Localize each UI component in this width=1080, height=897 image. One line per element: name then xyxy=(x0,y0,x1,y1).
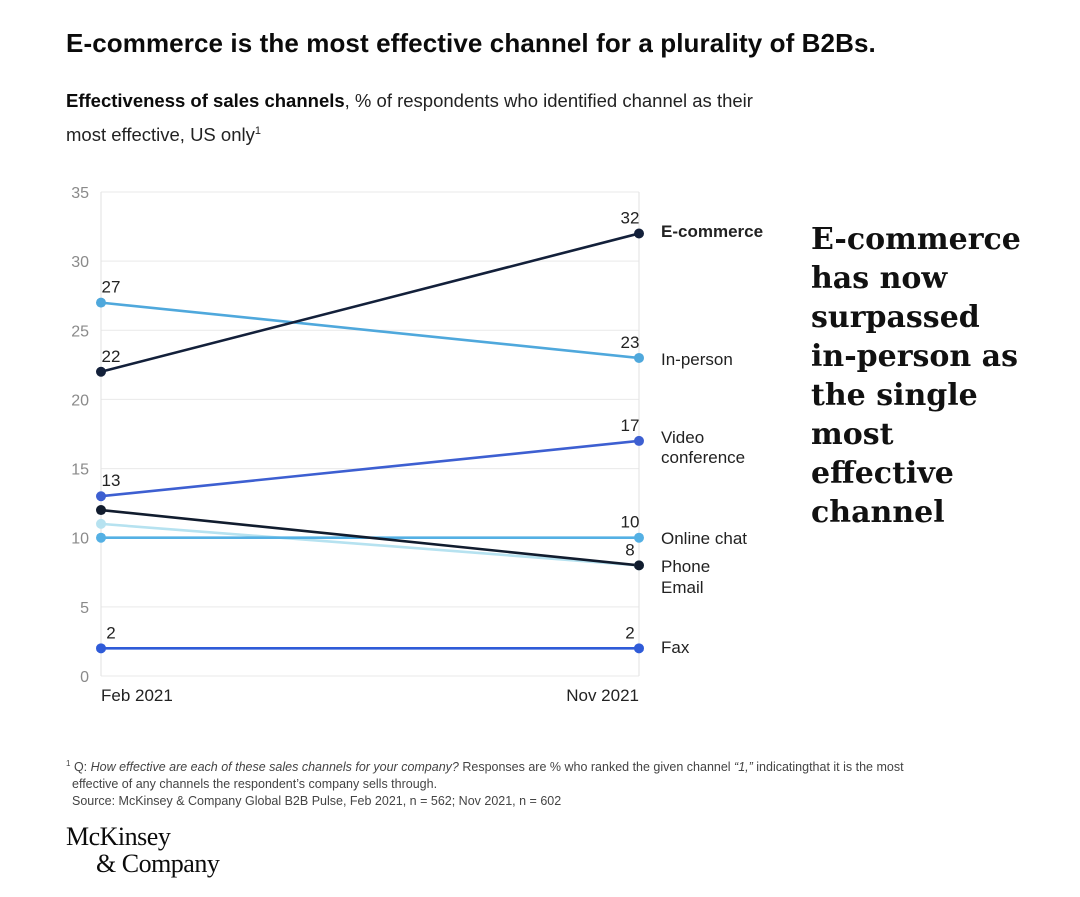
data-point xyxy=(96,505,106,516)
data-point xyxy=(634,532,644,543)
data-label: 13 xyxy=(102,471,121,490)
logo-line2: & Company xyxy=(96,849,220,878)
data-label: 8 xyxy=(625,540,634,559)
footnote-marker: 1 xyxy=(66,759,71,768)
footnote-responses: Responses are % who ranked the given cha… xyxy=(458,760,735,775)
footnote-line2: effective of any channels the respondent… xyxy=(72,777,438,792)
y-tick-label: 30 xyxy=(71,254,89,271)
series-line xyxy=(100,522,640,567)
data-point xyxy=(96,491,106,502)
footnote-question: How effective are each of these sales ch… xyxy=(90,760,459,775)
x-tick-label: Feb 2021 xyxy=(101,686,173,705)
callout-line: surpassed xyxy=(811,300,980,335)
data-label: 17 xyxy=(621,416,640,435)
y-tick-label: 0 xyxy=(80,669,89,686)
series-label: Phone xyxy=(661,557,710,576)
data-point xyxy=(96,366,106,377)
subtitle-rest: , % of respondents who identified channe… xyxy=(344,90,753,111)
series-label: Online chat xyxy=(661,529,747,548)
callout-line: in-person as xyxy=(811,339,1019,374)
subtitle-footnote-marker: 1 xyxy=(254,125,261,137)
y-tick-label: 20 xyxy=(71,392,89,409)
data-point xyxy=(634,435,644,446)
series-line xyxy=(100,508,640,567)
y-tick-label: 35 xyxy=(71,185,89,202)
data-point xyxy=(96,297,106,308)
data-point xyxy=(634,352,644,363)
callout-line: effective xyxy=(811,456,954,491)
subtitle-bold: Effectiveness of sales channels xyxy=(66,90,345,111)
subtitle-line2: most effective, US only xyxy=(66,124,255,146)
footnote-source: Source: McKinsey & Company Global B2B Pu… xyxy=(72,794,562,809)
data-point xyxy=(634,560,644,571)
callout-line: E-commerce xyxy=(811,222,1021,257)
data-label: 23 xyxy=(621,333,640,352)
data-label: 2 xyxy=(106,623,115,642)
series-label: E-commerce xyxy=(661,222,763,241)
mckinsey-logo: McKinsey & Company xyxy=(66,822,220,878)
data-label: 22 xyxy=(102,347,121,366)
series-label: In-person xyxy=(661,350,733,369)
series-label: Fax xyxy=(661,638,690,657)
data-label: 32 xyxy=(621,208,640,227)
data-point xyxy=(634,643,644,654)
chart-title: E-commerce is the most effective channel… xyxy=(66,28,876,58)
data-label: 2 xyxy=(625,623,634,642)
series-line xyxy=(100,439,640,498)
x-tick-label: Nov 2021 xyxy=(566,686,639,705)
data-label: 27 xyxy=(102,278,121,297)
data-point xyxy=(634,228,644,239)
chart-subtitle: Effectiveness of sales channels, % of re… xyxy=(66,85,826,150)
series-label: conference xyxy=(661,448,745,467)
data-point xyxy=(96,643,106,654)
series-line xyxy=(100,232,640,374)
logo-line1: McKinsey xyxy=(66,822,171,851)
footnote: 1 Q: How effective are each of these sal… xyxy=(66,755,1026,810)
y-tick-label: 10 xyxy=(71,531,89,548)
data-label: 10 xyxy=(621,513,640,532)
callout-line: channel xyxy=(811,495,945,530)
series-label: Video xyxy=(661,428,704,447)
callout-line: has now xyxy=(811,261,948,296)
y-tick-label: 5 xyxy=(80,600,89,617)
footnote-q-prefix: Q: xyxy=(73,760,91,775)
y-tick-label: 25 xyxy=(71,323,89,340)
data-point xyxy=(96,518,106,529)
data-point xyxy=(96,532,106,543)
callout-text: E-commerce has now surpassed in-person as th… xyxy=(811,220,1061,532)
footnote-quoted: “1,” xyxy=(734,760,753,775)
series-label: Email xyxy=(661,578,704,597)
series-line xyxy=(100,301,640,360)
callout-line: the single most xyxy=(811,378,978,452)
footnote-rest: indicatingthat it is the most xyxy=(752,760,904,775)
y-tick-label: 15 xyxy=(71,462,89,479)
